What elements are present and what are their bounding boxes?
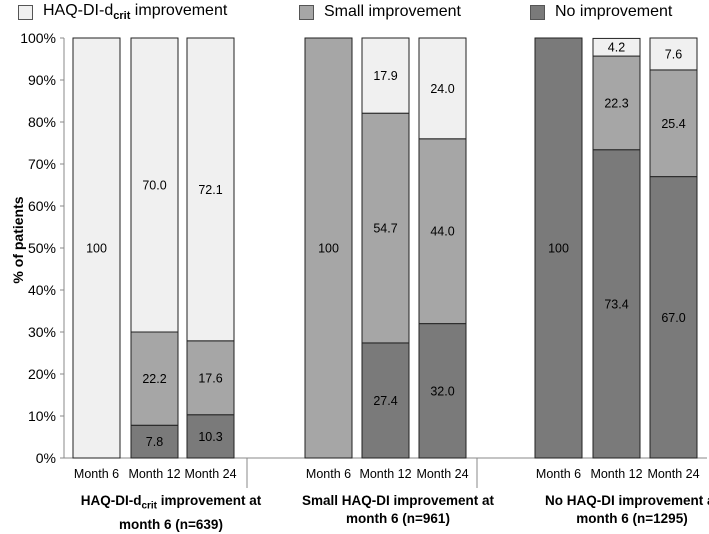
bar-segment	[418, 323, 467, 459]
x-tick-label: Month 6	[74, 467, 119, 481]
bar-segment	[361, 112, 410, 344]
bar-segment	[72, 37, 121, 459]
bar-segment	[130, 37, 179, 333]
legend-item-haq-crit: HAQ-DI-dcrit improvement	[18, 0, 227, 24]
bar-segment	[649, 37, 698, 71]
data-label: 100	[86, 242, 107, 256]
bar-segment	[186, 340, 235, 416]
bar-segment	[592, 37, 641, 57]
y-tick-label: 10%	[28, 408, 56, 424]
y-tick-label: 100%	[20, 30, 56, 46]
legend-label-none: No improvement	[555, 3, 673, 20]
legend-swatch-haq-crit	[18, 4, 33, 20]
group-title-1: HAQ-DI-dcrit improvement at month 6 (n=6…	[80, 493, 262, 532]
data-label: 4.2	[608, 41, 625, 55]
y-tick-label: 40%	[28, 282, 56, 298]
x-tick-label: Month 24	[647, 467, 699, 481]
data-label: 17.9	[373, 69, 397, 83]
bar-segment	[361, 37, 410, 114]
bar-segment	[418, 138, 467, 325]
bar-segment	[130, 424, 179, 459]
data-label: 73.4	[604, 297, 628, 311]
data-label: 7.6	[665, 47, 682, 61]
data-label: 22.3	[604, 96, 628, 110]
x-tick-label: Month 12	[128, 467, 180, 481]
data-label: 27.4	[373, 394, 397, 408]
bar-segment	[361, 342, 410, 459]
data-label: 17.6	[198, 371, 222, 385]
y-tick-label: 70%	[28, 156, 56, 172]
x-tick-label: Month 24	[184, 467, 236, 481]
x-tick-label: Month 6	[536, 467, 581, 481]
bar-segment	[186, 37, 235, 342]
legend-label-small: Small improvement	[324, 3, 461, 20]
data-label: 10.3	[198, 430, 222, 444]
x-tick-label: Month 24	[416, 467, 468, 481]
bar-segment	[649, 176, 698, 459]
group-title-3: No HAQ-DI improvement at month 6 (n=1295…	[544, 493, 709, 526]
data-label: 54.7	[373, 222, 397, 236]
legend-item-small: Small improvement	[299, 0, 461, 24]
bar-segment	[592, 149, 641, 459]
data-label: 24.0	[430, 82, 454, 96]
legend-swatch-none	[530, 4, 545, 20]
x-tick-label: Month 12	[359, 467, 411, 481]
data-label: 7.8	[146, 435, 163, 449]
data-label: 100	[548, 242, 569, 256]
y-tick-label: 80%	[28, 114, 56, 130]
x-tick-label: Month 6	[306, 467, 351, 481]
legend-item-none: No improvement	[530, 0, 672, 24]
legend-swatch-small	[299, 4, 314, 20]
data-label: 67.0	[661, 311, 685, 325]
x-tick-label: Month 12	[590, 467, 642, 481]
bar-segment	[304, 37, 353, 459]
bar-segment	[534, 37, 583, 459]
data-label: 72.1	[198, 183, 222, 197]
y-tick-label: 30%	[28, 324, 56, 340]
data-label: 32.0	[430, 384, 454, 398]
group-title-2: Small HAQ-DI improvement at month 6 (n=9…	[301, 493, 495, 526]
bar-segment	[418, 37, 467, 140]
bar-segment	[592, 55, 641, 151]
data-label: 100	[318, 242, 339, 256]
data-label: 70.0	[142, 179, 166, 193]
bar-segment	[186, 414, 235, 459]
y-tick-label: 50%	[28, 240, 56, 256]
legend-label-haq-crit: HAQ-DI-dcrit improvement	[43, 1, 228, 23]
y-tick-label: 0%	[36, 450, 56, 466]
y-tick-label: 60%	[28, 198, 56, 214]
data-label: 44.0	[430, 225, 454, 239]
data-label: 22.2	[142, 372, 166, 386]
y-tick-label: 90%	[28, 72, 56, 88]
y-tick-label: 20%	[28, 366, 56, 382]
bar-segment	[649, 69, 698, 178]
data-label: 25.4	[661, 117, 685, 131]
